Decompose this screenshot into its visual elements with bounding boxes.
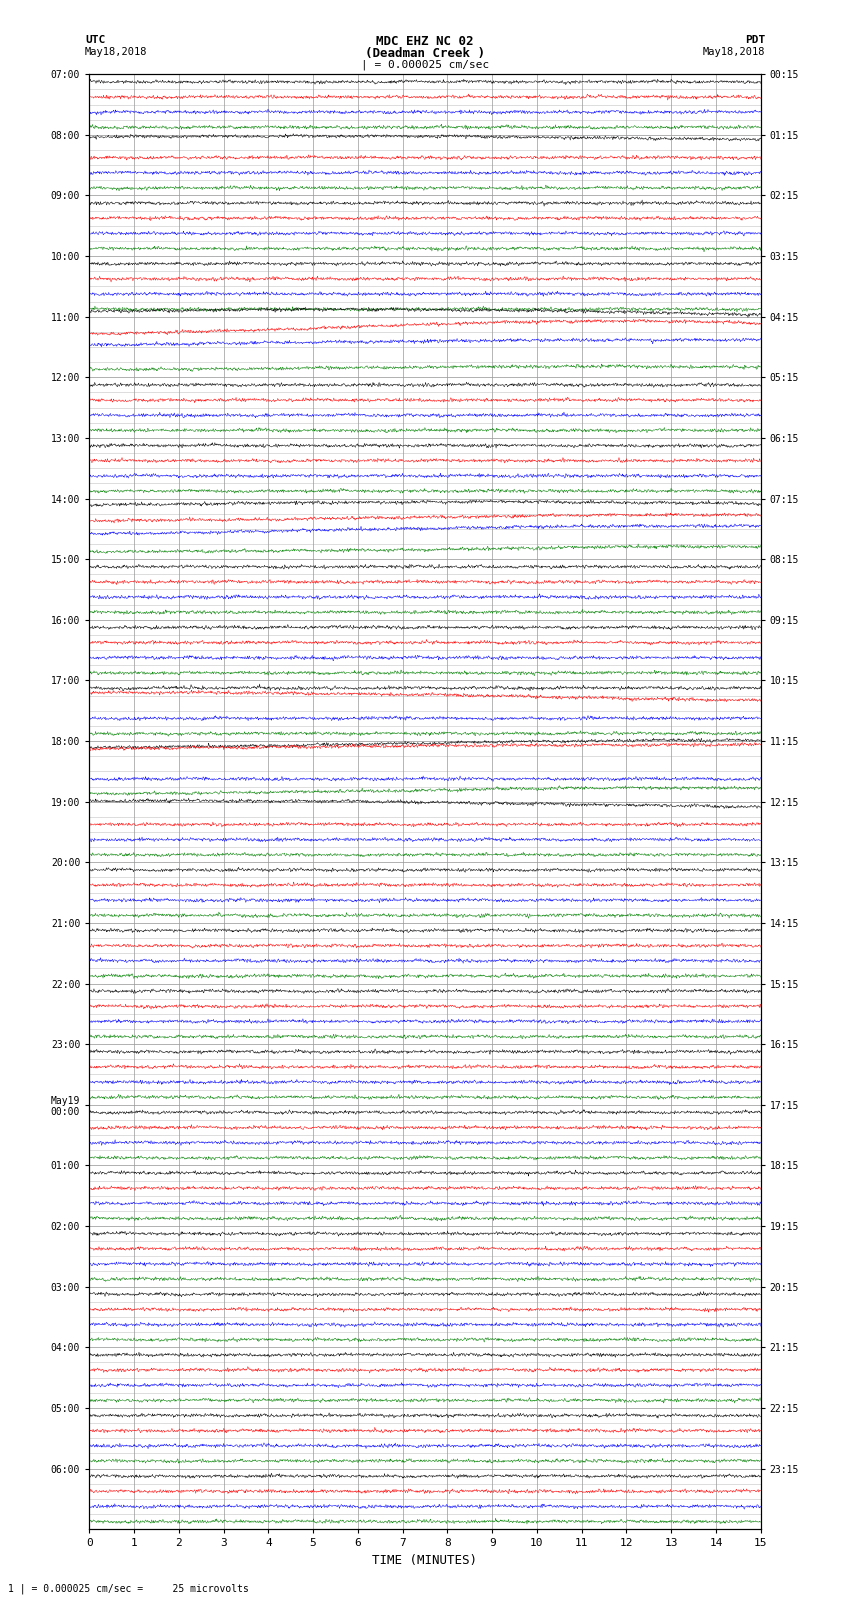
Text: 1 | = 0.000025 cm/sec =     25 microvolts: 1 | = 0.000025 cm/sec = 25 microvolts bbox=[8, 1582, 249, 1594]
Text: PDT: PDT bbox=[745, 35, 765, 45]
Text: UTC: UTC bbox=[85, 35, 105, 45]
Text: MDC EHZ NC 02: MDC EHZ NC 02 bbox=[377, 35, 473, 48]
Text: (Deadman Creek ): (Deadman Creek ) bbox=[365, 47, 485, 60]
Text: May18,2018: May18,2018 bbox=[85, 47, 148, 56]
Text: | = 0.000025 cm/sec: | = 0.000025 cm/sec bbox=[361, 60, 489, 71]
Text: May18,2018: May18,2018 bbox=[702, 47, 765, 56]
X-axis label: TIME (MINUTES): TIME (MINUTES) bbox=[372, 1553, 478, 1566]
